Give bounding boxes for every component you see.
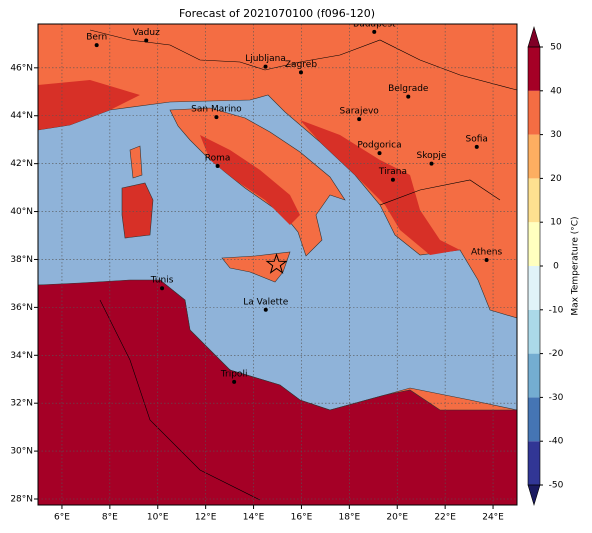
x-tick-label: 12°E bbox=[195, 513, 217, 523]
colorbar-segment bbox=[528, 134, 540, 179]
y-tick-label: 44°N bbox=[10, 111, 33, 121]
city-label: Podgorica bbox=[357, 141, 401, 151]
colorbar-segment bbox=[528, 353, 540, 398]
colorbar-tick-label: 50 bbox=[550, 43, 562, 53]
city-dot bbox=[263, 64, 268, 69]
city-label: Belgrade bbox=[388, 84, 429, 94]
x-tick-label: 8°E bbox=[102, 513, 118, 523]
x-tick-label: 20°E bbox=[386, 513, 408, 523]
city-dot bbox=[214, 115, 219, 120]
italy-warm bbox=[200, 135, 300, 225]
city-dot bbox=[372, 29, 377, 34]
colorbar-segment bbox=[528, 397, 540, 442]
city-dot bbox=[215, 164, 220, 169]
colorbar-tick-label: -30 bbox=[549, 393, 564, 403]
balkans-warm bbox=[300, 120, 460, 255]
colorbar-tick-label: -20 bbox=[549, 349, 564, 359]
colorbar-segment bbox=[528, 47, 540, 91]
north-warm bbox=[38, 80, 140, 130]
city-dot bbox=[484, 257, 489, 262]
city-label: Tirana bbox=[378, 167, 407, 177]
colorbar-tick-label: 40 bbox=[550, 86, 562, 96]
city-label: Tripoli bbox=[220, 369, 248, 379]
x-tick-label: 6°E bbox=[54, 513, 70, 523]
city-label: Skopje bbox=[417, 151, 447, 161]
colorbar-extend bbox=[527, 484, 541, 507]
city-dot bbox=[406, 94, 411, 99]
borders bbox=[89, 29, 517, 91]
city-label: Ljubljana bbox=[245, 54, 286, 64]
colorbar: -50 -40 -30 -20 -10 0 10 20 30 40 50 bbox=[527, 25, 564, 507]
city-label: Zagreb bbox=[285, 60, 317, 70]
star-marker bbox=[265, 252, 288, 274]
colorbar-segment bbox=[528, 441, 540, 485]
colorbar-segment bbox=[528, 222, 540, 266]
y-tick-label: 36°N bbox=[10, 303, 33, 313]
colorbar-tick-label: 10 bbox=[550, 218, 562, 228]
colorbar-tick-label: -10 bbox=[549, 305, 564, 315]
y-tick-label: 40°N bbox=[10, 207, 33, 217]
x-tick-label: 18°E bbox=[339, 513, 361, 523]
city-label: Budapest bbox=[353, 19, 396, 29]
x-tick-label: 22°E bbox=[434, 513, 456, 523]
y-tick-label: 34°N bbox=[10, 351, 33, 361]
colorbar-tick-label: 20 bbox=[550, 174, 562, 184]
colorbar-extend bbox=[527, 25, 541, 48]
colorbar-tick-label: 0 bbox=[553, 262, 559, 272]
sardinia bbox=[121, 182, 154, 239]
colorbar-segment bbox=[528, 90, 540, 135]
city-dot bbox=[377, 151, 382, 156]
x-tick-label: 24°E bbox=[482, 513, 504, 523]
city-dot bbox=[160, 286, 165, 291]
city-dot bbox=[357, 117, 362, 122]
city-dot bbox=[390, 177, 395, 182]
city-label: Roma bbox=[205, 154, 231, 164]
city-label: Sarajevo bbox=[340, 107, 380, 117]
colorbar-tick-label: -40 bbox=[549, 437, 564, 447]
borders bbox=[99, 299, 261, 501]
colorbar-tick-label: -50 bbox=[549, 481, 564, 491]
city-label: San Marino bbox=[191, 105, 242, 115]
corsica bbox=[129, 145, 143, 179]
city-dot bbox=[232, 379, 237, 384]
city-dot bbox=[474, 144, 479, 149]
grid bbox=[38, 24, 517, 505]
x-tick-label: 16°E bbox=[291, 513, 313, 523]
title: Forecast of 2021070100 (f096-120) bbox=[179, 7, 375, 20]
colorbar-segment bbox=[528, 178, 540, 223]
city-dot bbox=[429, 161, 434, 166]
x-tick-label: 14°E bbox=[243, 513, 265, 523]
colorbar-segment bbox=[528, 309, 540, 354]
city-dot bbox=[94, 43, 99, 48]
map-frame bbox=[37, 23, 518, 506]
y-tick-label: 28°N bbox=[10, 495, 33, 505]
city-label: Sofia bbox=[466, 134, 488, 144]
x-tick-label: 10°E bbox=[147, 513, 169, 523]
city-label: La Valette bbox=[243, 297, 288, 307]
colorbar-segment bbox=[528, 266, 540, 310]
y-tick-label: 30°N bbox=[10, 447, 33, 457]
axis-ticks: 6°E 8°E 10°E 12°E 14°E 16°E 18°E 20°E 22°E 24°E 28… bbox=[10, 63, 504, 522]
city-dot bbox=[298, 70, 303, 75]
y-tick-label: 38°N bbox=[10, 255, 33, 265]
city-label: Tunis bbox=[150, 276, 174, 286]
colorbar-label: Max Temperature (°C) bbox=[571, 216, 581, 315]
y-tick-label: 42°N bbox=[10, 159, 33, 169]
city-label: Bern bbox=[86, 33, 107, 43]
colorbar-tick-label: 30 bbox=[550, 130, 562, 140]
city-dot bbox=[144, 38, 149, 43]
y-tick-label: 32°N bbox=[10, 399, 33, 409]
city-label: Vaduz bbox=[133, 28, 160, 38]
city-dot bbox=[263, 307, 268, 312]
city-label: Athens bbox=[471, 247, 502, 257]
y-tick-label: 46°N bbox=[10, 63, 33, 73]
